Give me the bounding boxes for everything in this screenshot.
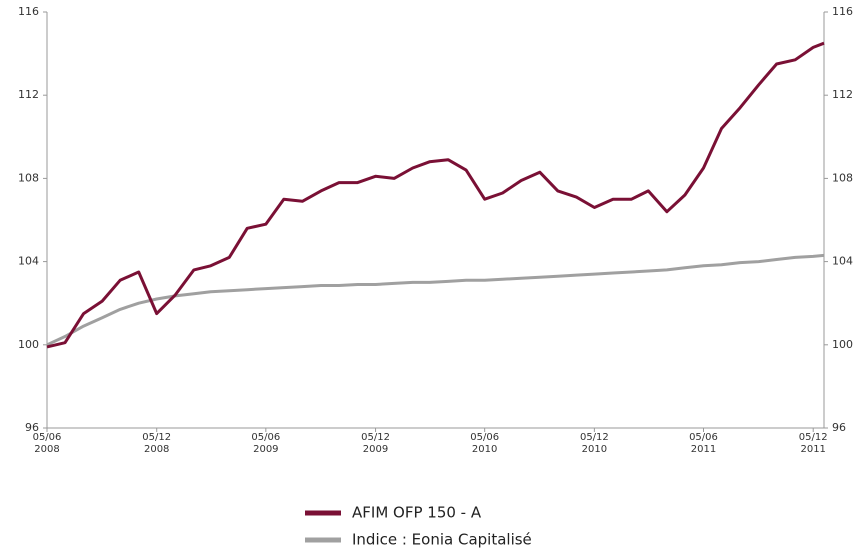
legend-label: AFIM OFP 150 - A — [352, 504, 482, 522]
y-tick-label: 108 — [18, 171, 39, 184]
y-tick-label: 96 — [25, 421, 39, 434]
y2-tick-label: 112 — [832, 88, 853, 101]
y2-tick-label: 104 — [832, 255, 853, 268]
series-line — [46, 253, 825, 347]
y-tick-label: 116 — [18, 5, 39, 18]
legend-label: Indice : Eonia Capitalisé — [352, 531, 532, 549]
y2-tick-label: 116 — [832, 5, 853, 18]
series-line — [46, 41, 825, 349]
x-tick-label: 05/12 2010 — [579, 432, 609, 455]
y2-tick-label: 96 — [832, 421, 846, 434]
x-tick-label: 05/06 2010 — [470, 432, 500, 455]
x-tick-label: 05/12 2009 — [361, 432, 390, 455]
y-tick-label: 100 — [18, 338, 39, 351]
y-tick-label: 104 — [18, 255, 39, 268]
x-tick-label: 05/06 2009 — [251, 432, 281, 455]
x-tick-label: 05/06 2011 — [689, 432, 718, 455]
x-tick-label: 05/06 2008 — [32, 432, 62, 455]
x-tick-label: 05/12 2011 — [798, 432, 828, 455]
y-tick-label: 112 — [18, 88, 39, 101]
y2-tick-label: 100 — [832, 338, 853, 351]
y2-tick-label: 108 — [832, 171, 853, 184]
x-tick-label: 05/12 2008 — [142, 432, 172, 455]
